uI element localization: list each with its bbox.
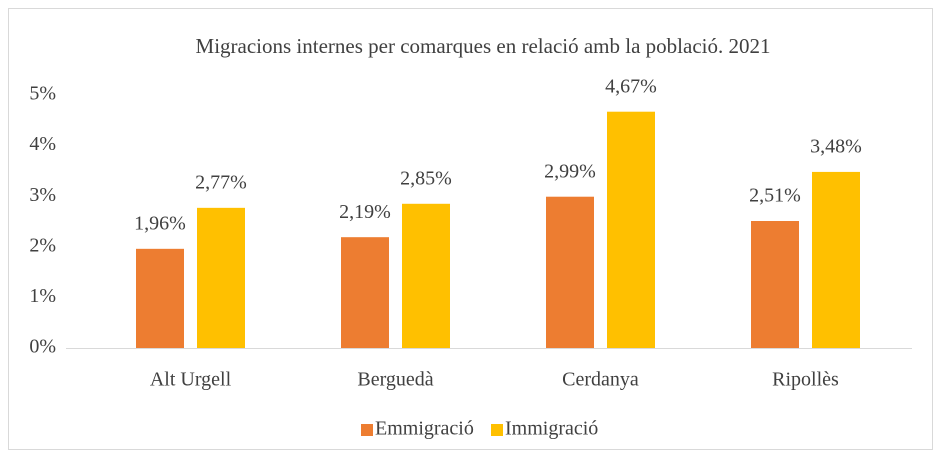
data-label: 1,96% bbox=[134, 212, 186, 234]
data-label: 3,48% bbox=[810, 136, 862, 158]
bar bbox=[607, 111, 655, 348]
bar bbox=[402, 203, 450, 348]
data-label: 4,67% bbox=[605, 75, 657, 97]
bar bbox=[197, 207, 245, 348]
legend-label: Emmigració bbox=[375, 418, 474, 440]
legend-swatch bbox=[361, 424, 373, 436]
data-label: 2,51% bbox=[749, 185, 801, 207]
legend-swatch bbox=[491, 424, 503, 436]
x-tick-label: Ripollès bbox=[772, 369, 839, 391]
data-label: 2,99% bbox=[544, 160, 596, 182]
bar bbox=[136, 248, 184, 348]
y-tick-label: 4% bbox=[29, 133, 56, 155]
y-tick-label: 0% bbox=[29, 336, 56, 358]
y-tick-label: 1% bbox=[29, 285, 56, 307]
legend-label: Immigració bbox=[505, 418, 598, 440]
y-tick-label: 3% bbox=[29, 184, 56, 206]
chart-title: Migracions internes per comarques en rel… bbox=[196, 34, 771, 58]
x-tick-label: Alt Urgell bbox=[150, 369, 232, 391]
x-tick-label: Berguedà bbox=[357, 369, 433, 391]
bar bbox=[341, 237, 389, 348]
y-tick-label: 2% bbox=[29, 234, 56, 256]
bar bbox=[812, 171, 860, 348]
bar bbox=[546, 196, 594, 348]
data-label: 2,77% bbox=[195, 171, 247, 193]
bar bbox=[751, 220, 799, 348]
x-tick-label: Cerdanya bbox=[562, 369, 639, 391]
data-label: 2,19% bbox=[339, 201, 391, 223]
data-label: 2,85% bbox=[400, 167, 452, 189]
y-tick-label: 5% bbox=[29, 83, 56, 105]
